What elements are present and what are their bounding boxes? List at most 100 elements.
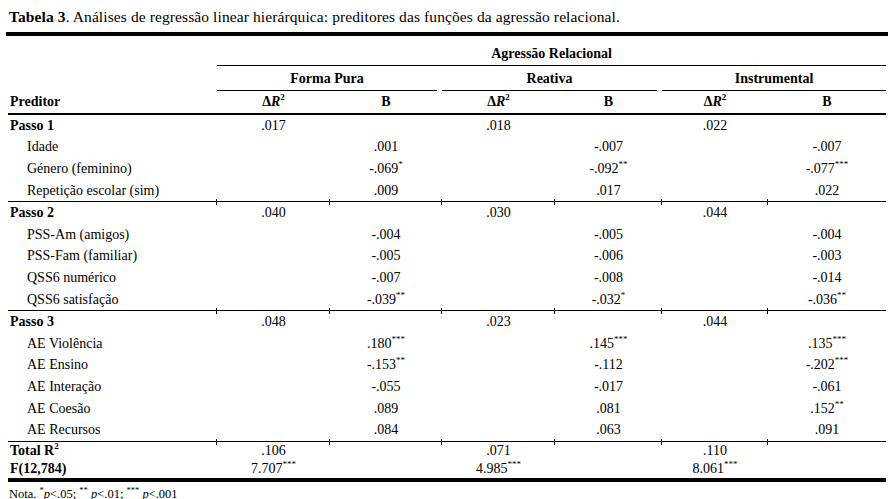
cell-value: -.202*** (768, 355, 886, 377)
group-header-row: Forma Pura Reativa Instrumental (8, 66, 886, 92)
row-label: QSS6 satisfação (8, 289, 217, 311)
row-label: PSS-Am (amigos) (8, 224, 217, 246)
delta-r2-header: ΔR2 (662, 91, 768, 114)
cell-value (442, 376, 555, 398)
cell-value (442, 137, 555, 159)
b-header: B (768, 91, 886, 114)
table-row: Passo 1.017.018.022 (8, 114, 886, 137)
cell-value (662, 267, 768, 289)
cell-value: -.032* (555, 289, 662, 311)
cell-value: .022 (768, 180, 886, 202)
table-row: QSS6 numérico-.007-.008-.014 (8, 267, 886, 289)
cell-value (330, 441, 442, 460)
row-label: Total R2 (8, 441, 217, 460)
row-label: PSS-Fam (familiar) (8, 246, 217, 268)
table-note: Nota. *p<.05; ** p<.01; *** p<.001 (8, 482, 886, 499)
spanner-cell: Agressão Relacional (217, 36, 886, 66)
delta-r2-header: ΔR2 (442, 91, 555, 114)
cell-value (330, 202, 442, 224)
row-label: AE Violência (8, 333, 217, 355)
cell-value (662, 246, 768, 268)
cell-value: -.004 (330, 224, 442, 246)
row-label: AE Coesão (8, 398, 217, 420)
table-row: AE Ensino -.153** -.112 -.202*** (8, 355, 886, 377)
cell-value (555, 460, 662, 480)
table-row: AE Recursos.084.063.091 (8, 419, 886, 441)
cell-value (217, 355, 330, 377)
spanner-label: Agressão Relacional (491, 46, 612, 61)
cell-value (442, 267, 555, 289)
predictor-header: Preditor (8, 91, 217, 114)
cell-value (217, 398, 330, 420)
cell-value: .017 (555, 180, 662, 202)
cell-value: -.004 (768, 224, 886, 246)
row-label: F(12,784) (8, 460, 217, 480)
cell-value: -.008 (555, 267, 662, 289)
cell-value (330, 311, 442, 333)
cell-value: -.092** (555, 158, 662, 180)
table-body: Passo 1.017.018.022Idade.001-.007-.007Gé… (8, 114, 886, 480)
table-row: PSS-Am (amigos) -.004 -.005 -.004 (8, 224, 886, 246)
cell-value (555, 311, 662, 333)
column-header-row: Preditor ΔR2 B ΔR2 B ΔR2 B (8, 91, 886, 114)
table-row: Idade.001-.007-.007 (8, 137, 886, 159)
cell-value (662, 289, 768, 311)
cell-value (217, 246, 330, 268)
row-label: AE Interação (8, 376, 217, 398)
cell-value (768, 202, 886, 224)
cell-value: .040 (217, 202, 330, 224)
row-label: Género (feminino) (8, 158, 217, 180)
cell-value: .106 (217, 441, 330, 460)
table-title-number: Tabela 3 (9, 8, 66, 25)
table-row: AE Coesão.089.081.152** (8, 398, 886, 420)
cell-value (662, 333, 768, 355)
cell-value (662, 355, 768, 377)
cell-value: .084 (330, 419, 442, 441)
cell-value (662, 137, 768, 159)
cell-value: -.077*** (768, 158, 886, 180)
cell-value: -.005 (555, 224, 662, 246)
cell-value (442, 398, 555, 420)
document-page: Tabela 3. Análises de regressão linear h… (0, 0, 894, 499)
group-cell-forma-pura: Forma Pura (217, 66, 442, 92)
group-label-reativa: Reativa (527, 71, 573, 86)
cell-value (662, 180, 768, 202)
row-label: Passo 2 (8, 202, 217, 224)
cell-value (555, 114, 662, 137)
cell-value: .152** (768, 398, 886, 420)
cell-value (217, 267, 330, 289)
table-row: AE Violência.180***.145***.135*** (8, 333, 886, 355)
cell-value: -.112 (555, 355, 662, 377)
cell-value (662, 224, 768, 246)
cell-value (442, 289, 555, 311)
table-row: PSS-Fam (familiar)-.005-.006-.003 (8, 246, 886, 268)
cell-value: -.005 (330, 246, 442, 268)
cell-value: -.061 (768, 376, 886, 398)
table-row: QSS6 satisfação-.039**-.032*-.036** (8, 289, 886, 311)
cell-value (217, 333, 330, 355)
cell-value (768, 460, 886, 480)
row-label: Repetição escolar (sim) (8, 180, 217, 202)
cell-value: -.007 (330, 267, 442, 289)
row-label: Passo 3 (8, 311, 217, 333)
cell-value: .022 (662, 114, 768, 137)
cell-value (768, 441, 886, 460)
group-label-instrumental: Instrumental (735, 71, 814, 86)
cell-value: .048 (217, 311, 330, 333)
cell-value: .110 (662, 441, 768, 460)
table-row: Género (feminino)-.069*-.092**-.077*** (8, 158, 886, 180)
cell-value: .071 (442, 441, 555, 460)
delta-r2-header: ΔR2 (217, 91, 330, 114)
b-header: B (555, 91, 662, 114)
row-label: Passo 1 (8, 114, 217, 137)
cell-value: -.153** (330, 355, 442, 377)
cell-value: .091 (768, 419, 886, 441)
row-label: AE Ensino (8, 355, 217, 377)
group-cell-instrumental: Instrumental (662, 66, 886, 92)
regression-table: Agressão Relacional Forma Pura Reativa I… (8, 36, 886, 482)
cell-value: .023 (442, 311, 555, 333)
cell-value: .063 (555, 419, 662, 441)
spanner-empty-cell (8, 36, 217, 66)
table-row: F(12,784)7.707***4.985***8.061*** (8, 460, 886, 480)
row-label: Idade (8, 137, 217, 159)
